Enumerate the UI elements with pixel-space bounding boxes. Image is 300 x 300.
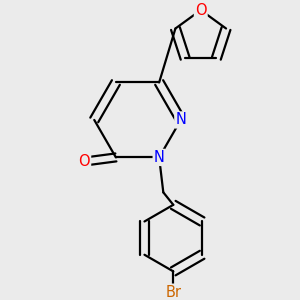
Text: Br: Br xyxy=(165,285,181,300)
Text: O: O xyxy=(195,3,207,18)
Text: N: N xyxy=(154,150,165,165)
Text: N: N xyxy=(175,112,186,128)
Text: O: O xyxy=(79,154,90,169)
